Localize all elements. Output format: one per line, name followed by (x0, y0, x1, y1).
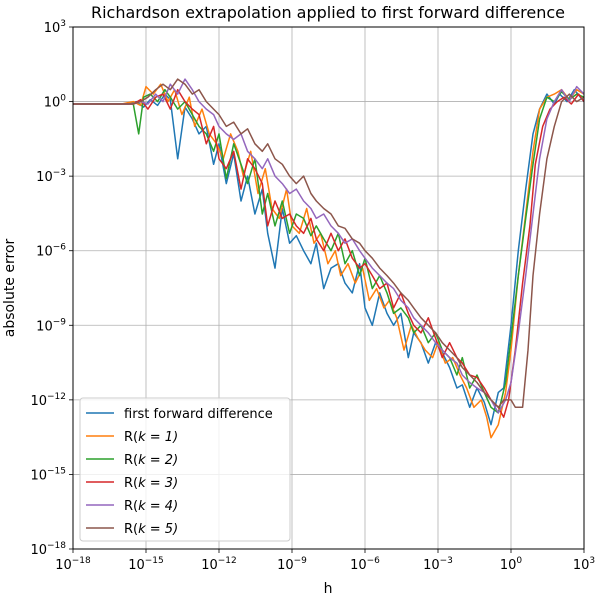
series-lines (73, 78, 584, 439)
legend-label-2: R(k = 2) (124, 453, 178, 468)
legend-label-1: R(k = 1) (124, 430, 178, 445)
legend-label-3: R(k = 3) (124, 476, 178, 491)
y-tick-label: 100 (44, 94, 67, 111)
x-tick-label: 10−15 (128, 556, 164, 573)
series-line-3 (73, 88, 584, 418)
y-tick-label: 10−12 (30, 392, 66, 409)
y-tick-label: 10−6 (36, 243, 66, 260)
x-axis-label: h (324, 581, 333, 597)
x-tick-label: 103 (573, 556, 595, 573)
x-tick-label: 10−18 (55, 556, 91, 573)
y-tick-label: 10−3 (36, 168, 66, 185)
plot-frame (72, 26, 585, 550)
legend-box (79, 397, 291, 542)
y-axis-ticks: 10−18 10−15 10−12 10−9 10−6 10−3 100 103 (30, 19, 73, 558)
chart-title: Richardson extrapolation applied to firs… (91, 3, 565, 22)
y-tick-label: 103 (44, 19, 66, 36)
y-axis-label: absolute error (2, 238, 18, 337)
x-tick-label: 10−9 (277, 556, 307, 573)
legend-label-4: R(k = 4) (124, 499, 178, 514)
x-tick-label: 100 (500, 556, 523, 573)
x-tick-label: 10−6 (350, 556, 380, 573)
y-tick-label: 10−9 (36, 317, 66, 334)
y-tick-label: 10−18 (30, 541, 66, 558)
legend: first forward difference R(k = 1) R(k = 2)… (79, 397, 291, 542)
y-tick-label: 10−15 (30, 466, 66, 483)
x-tick-label: 10−3 (423, 556, 453, 573)
series-line-1 (73, 83, 584, 439)
x-axis-ticks: 10−18 10−15 10−12 10−9 10−6 10−3 100 103 (55, 549, 595, 573)
legend-label-0: first forward difference (124, 407, 273, 422)
legend-label-5: R(k = 5) (124, 522, 178, 537)
series-line-5 (73, 78, 584, 409)
x-tick-label: 10−12 (201, 556, 237, 573)
series-line-2 (73, 88, 584, 414)
